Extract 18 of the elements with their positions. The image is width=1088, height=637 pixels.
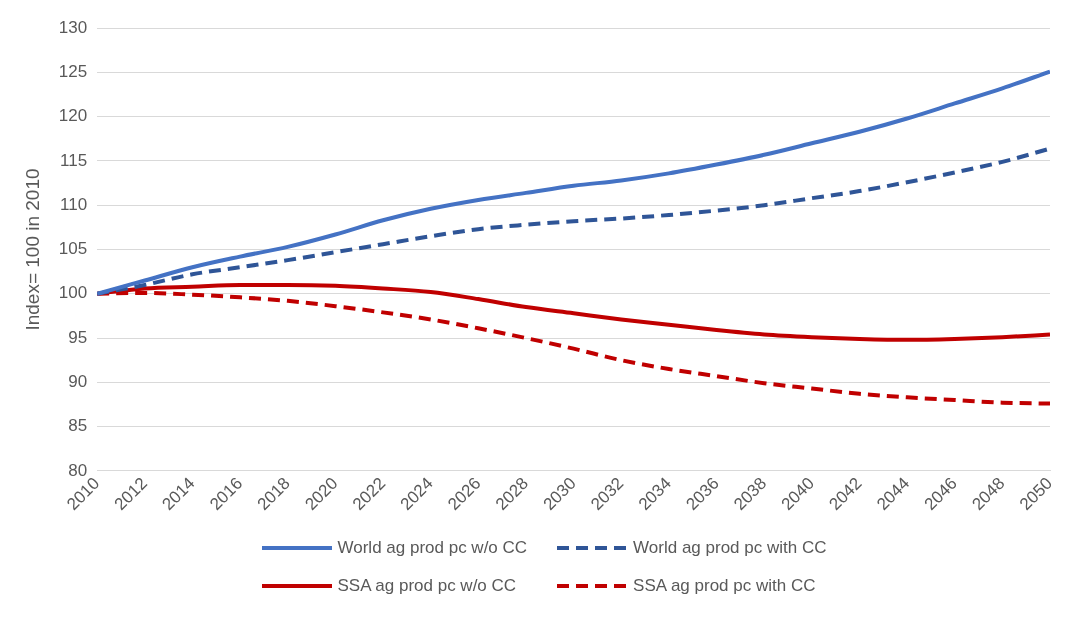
y-tick-label: 100 bbox=[58, 283, 88, 303]
y-tick-label: 90 bbox=[68, 371, 88, 391]
y-tick-label: 110 bbox=[60, 194, 88, 214]
y-tick-label: 80 bbox=[68, 460, 88, 480]
y-tick-label: 130 bbox=[58, 17, 88, 37]
y-tick-label: 120 bbox=[58, 106, 88, 126]
legend-label: World ag prod pc with CC bbox=[633, 538, 827, 558]
y-tick-label: 85 bbox=[68, 416, 88, 436]
y-tick-label: 105 bbox=[58, 239, 88, 259]
y-tick-label: 125 bbox=[58, 62, 88, 82]
legend-label: SSA ag prod pc w/o CC bbox=[337, 576, 517, 596]
y-tick-label: 115 bbox=[60, 150, 88, 170]
legend-label: World ag prod pc w/o CC bbox=[337, 538, 528, 558]
legend-label: SSA ag prod pc with CC bbox=[633, 576, 816, 596]
y-axis-title: Index= 100 in 2010 bbox=[21, 168, 43, 331]
line-series bbox=[97, 69, 1050, 296]
line-series bbox=[97, 146, 1050, 296]
y-tick-label: 95 bbox=[68, 327, 88, 347]
